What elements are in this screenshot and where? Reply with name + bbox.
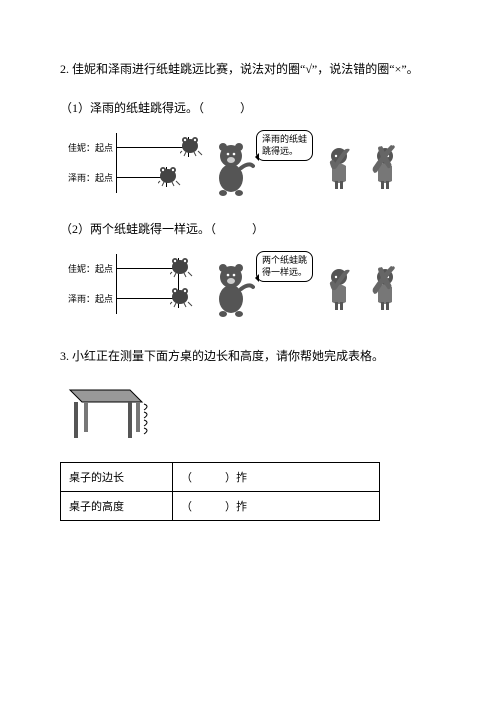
table-row: 桌子的高度 （ ）拃 bbox=[61, 492, 380, 521]
q2-sub1-figure: 佳妮：起点 泽雨：起点 泽雨的纸蛙 跳得远。 ✓ ✗ bbox=[70, 128, 440, 198]
kid-cross-2: ✗ bbox=[367, 257, 405, 312]
measurement-table: 桌子的边长 （ ）拃 桌子的高度 （ ）拃 bbox=[60, 462, 380, 521]
speech-bubble-2: 两个纸蛙跳 得一样远。 bbox=[256, 251, 313, 282]
row-value: （ ）拃 bbox=[173, 492, 380, 521]
jump-diagram-1: 佳妮：起点 泽雨：起点 bbox=[70, 133, 205, 193]
check-icon: ✓ bbox=[325, 142, 355, 178]
jump-label-jiani: 佳妮：起点 bbox=[68, 141, 113, 154]
row-value: （ ）拃 bbox=[173, 463, 380, 492]
jump-label-jiani-2: 佳妮：起点 bbox=[68, 262, 113, 275]
jump-label-zeyu: 泽雨：起点 bbox=[68, 171, 113, 184]
jump-label-zeyu-2: 泽雨：起点 bbox=[68, 292, 113, 305]
q2-title: 2. 佳妮和泽雨进行纸蛙跳远比赛，说法对的圈“√”，说法错的圈“×”。 bbox=[60, 60, 440, 77]
desk-figure bbox=[64, 382, 440, 448]
q3-title: 3. 小红正在测量下面方桌的边长和高度，请你帮她完成表格。 bbox=[60, 347, 440, 364]
q2-sub2-text: （2）两个纸蛙跳得一样远。（ ） bbox=[60, 220, 440, 237]
kid-check-2: ✓ bbox=[321, 257, 359, 312]
check-icon: ✓ bbox=[325, 263, 355, 299]
cross-icon: ✗ bbox=[369, 142, 399, 178]
bear-speaking-2: 两个纸蛙跳 得一样远。 bbox=[213, 249, 313, 319]
kid-check-1: ✓ bbox=[321, 136, 359, 191]
bear-speaking-1: 泽雨的纸蛙 跳得远。 bbox=[213, 128, 313, 198]
row-label: 桌子的高度 bbox=[61, 492, 173, 521]
cross-icon: ✗ bbox=[369, 263, 399, 299]
row-label: 桌子的边长 bbox=[61, 463, 173, 492]
q2-sub2-figure: 佳妮：起点 泽雨：起点 两个纸蛙跳 得一样远。 ✓ ✗ bbox=[70, 249, 440, 319]
table-row: 桌子的边长 （ ）拃 bbox=[61, 463, 380, 492]
q2-sub1-text: （1）泽雨的纸蛙跳得远。（ ） bbox=[60, 99, 440, 116]
speech-bubble-1: 泽雨的纸蛙 跳得远。 bbox=[256, 130, 313, 161]
kid-cross-1: ✗ bbox=[367, 136, 405, 191]
jump-diagram-2: 佳妮：起点 泽雨：起点 bbox=[70, 254, 205, 314]
